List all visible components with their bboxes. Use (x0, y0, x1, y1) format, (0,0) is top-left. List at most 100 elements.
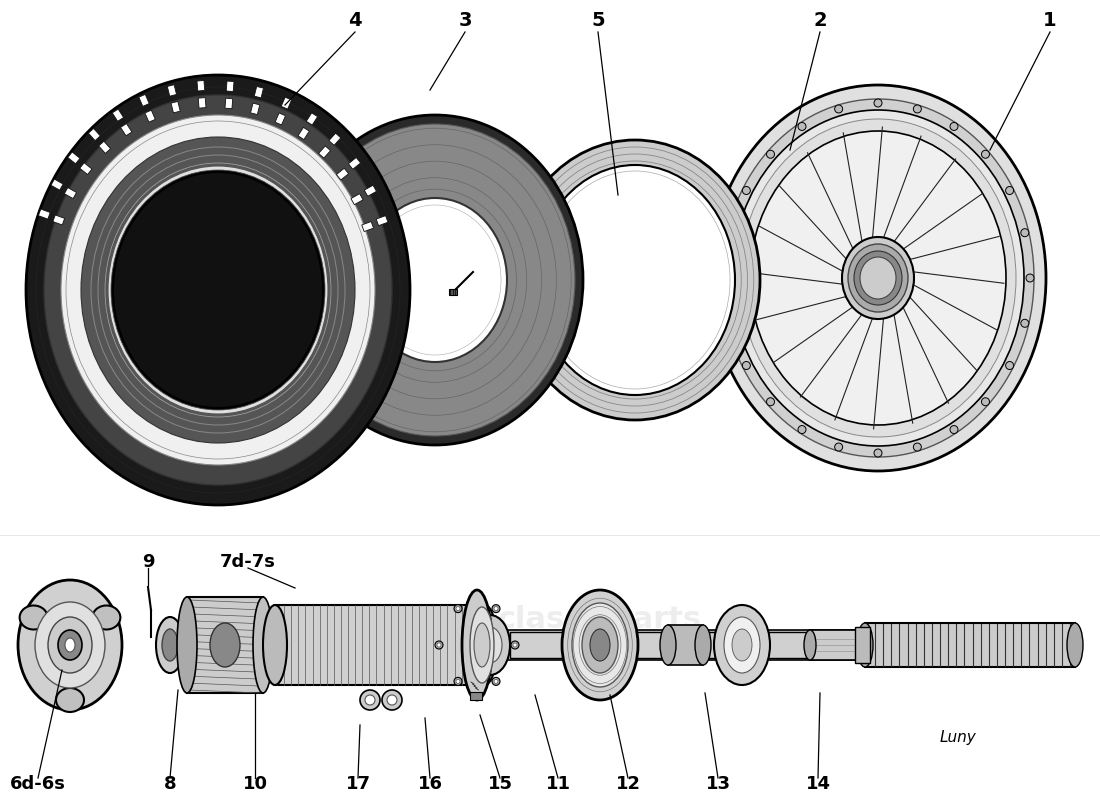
Ellipse shape (65, 638, 75, 652)
Circle shape (981, 398, 990, 406)
Ellipse shape (478, 627, 502, 663)
Ellipse shape (510, 140, 760, 420)
Bar (275, 605, 485, 685)
Ellipse shape (470, 615, 510, 675)
Bar (167, 85, 176, 96)
Circle shape (494, 679, 498, 683)
Circle shape (512, 641, 519, 649)
Ellipse shape (854, 251, 902, 305)
Text: 8: 8 (164, 775, 176, 793)
Ellipse shape (81, 137, 355, 443)
Bar (349, 158, 361, 170)
Bar (337, 168, 349, 180)
Text: 6d-6s: 6d-6s (10, 775, 66, 793)
Text: 11: 11 (546, 775, 571, 793)
Circle shape (360, 690, 379, 710)
Ellipse shape (113, 172, 323, 408)
Circle shape (492, 678, 500, 686)
Circle shape (382, 690, 402, 710)
Circle shape (454, 605, 462, 613)
Circle shape (767, 398, 774, 406)
Circle shape (798, 426, 806, 434)
Ellipse shape (26, 75, 410, 505)
Circle shape (913, 105, 922, 113)
Circle shape (981, 150, 990, 158)
Text: 3: 3 (459, 11, 472, 30)
Bar (298, 127, 309, 139)
Ellipse shape (695, 625, 711, 665)
Bar (865, 623, 1075, 667)
Bar (668, 625, 703, 665)
Ellipse shape (462, 590, 492, 700)
Ellipse shape (572, 603, 628, 687)
Text: classicparts: classicparts (498, 606, 702, 634)
Text: 13: 13 (705, 775, 730, 793)
Text: Luny: Luny (940, 730, 977, 745)
Circle shape (913, 443, 922, 451)
Ellipse shape (1067, 623, 1084, 667)
Circle shape (454, 678, 462, 686)
Bar (376, 216, 388, 226)
Ellipse shape (582, 617, 618, 673)
Text: 5: 5 (591, 11, 605, 30)
Text: classicparts: classicparts (299, 218, 541, 252)
Circle shape (798, 122, 806, 130)
Bar (53, 215, 65, 225)
Circle shape (727, 229, 735, 237)
Circle shape (456, 679, 460, 683)
Bar (88, 129, 100, 141)
Text: 9: 9 (142, 553, 154, 571)
Ellipse shape (253, 597, 273, 693)
Ellipse shape (295, 124, 575, 436)
Ellipse shape (263, 605, 287, 685)
Bar (449, 289, 456, 295)
Text: 4: 4 (349, 11, 362, 30)
Ellipse shape (58, 630, 82, 660)
Text: 14: 14 (805, 775, 830, 793)
Ellipse shape (750, 131, 1006, 425)
Text: 17: 17 (345, 775, 371, 793)
Ellipse shape (44, 95, 392, 485)
Ellipse shape (156, 617, 184, 673)
Ellipse shape (804, 630, 816, 660)
Ellipse shape (108, 166, 328, 414)
Text: 1: 1 (1043, 11, 1057, 30)
Bar (187, 597, 263, 693)
Ellipse shape (732, 629, 752, 661)
Ellipse shape (848, 244, 908, 312)
Bar (810, 630, 865, 660)
Circle shape (434, 641, 443, 649)
Ellipse shape (35, 602, 104, 688)
Ellipse shape (470, 607, 494, 683)
Bar (310, 630, 870, 660)
Circle shape (727, 319, 735, 327)
Ellipse shape (710, 85, 1046, 471)
Circle shape (492, 605, 500, 613)
Circle shape (456, 606, 460, 610)
Ellipse shape (56, 688, 84, 712)
Ellipse shape (363, 198, 507, 362)
Circle shape (1005, 362, 1013, 370)
Circle shape (437, 643, 441, 647)
Bar (329, 133, 341, 146)
Bar (65, 187, 77, 198)
Ellipse shape (535, 165, 735, 395)
Bar (99, 142, 111, 154)
Text: 2: 2 (813, 11, 827, 30)
Ellipse shape (287, 115, 583, 445)
Text: 16: 16 (418, 775, 442, 793)
Circle shape (365, 695, 375, 705)
Circle shape (874, 99, 882, 107)
Bar (282, 97, 292, 109)
Bar (510, 632, 870, 658)
Ellipse shape (562, 590, 638, 700)
Ellipse shape (474, 623, 490, 667)
Circle shape (835, 443, 843, 451)
Circle shape (1021, 319, 1028, 327)
Ellipse shape (177, 597, 197, 693)
Bar (145, 110, 155, 122)
Circle shape (874, 449, 882, 457)
Circle shape (742, 362, 750, 370)
Bar (51, 179, 63, 190)
Circle shape (722, 274, 730, 282)
